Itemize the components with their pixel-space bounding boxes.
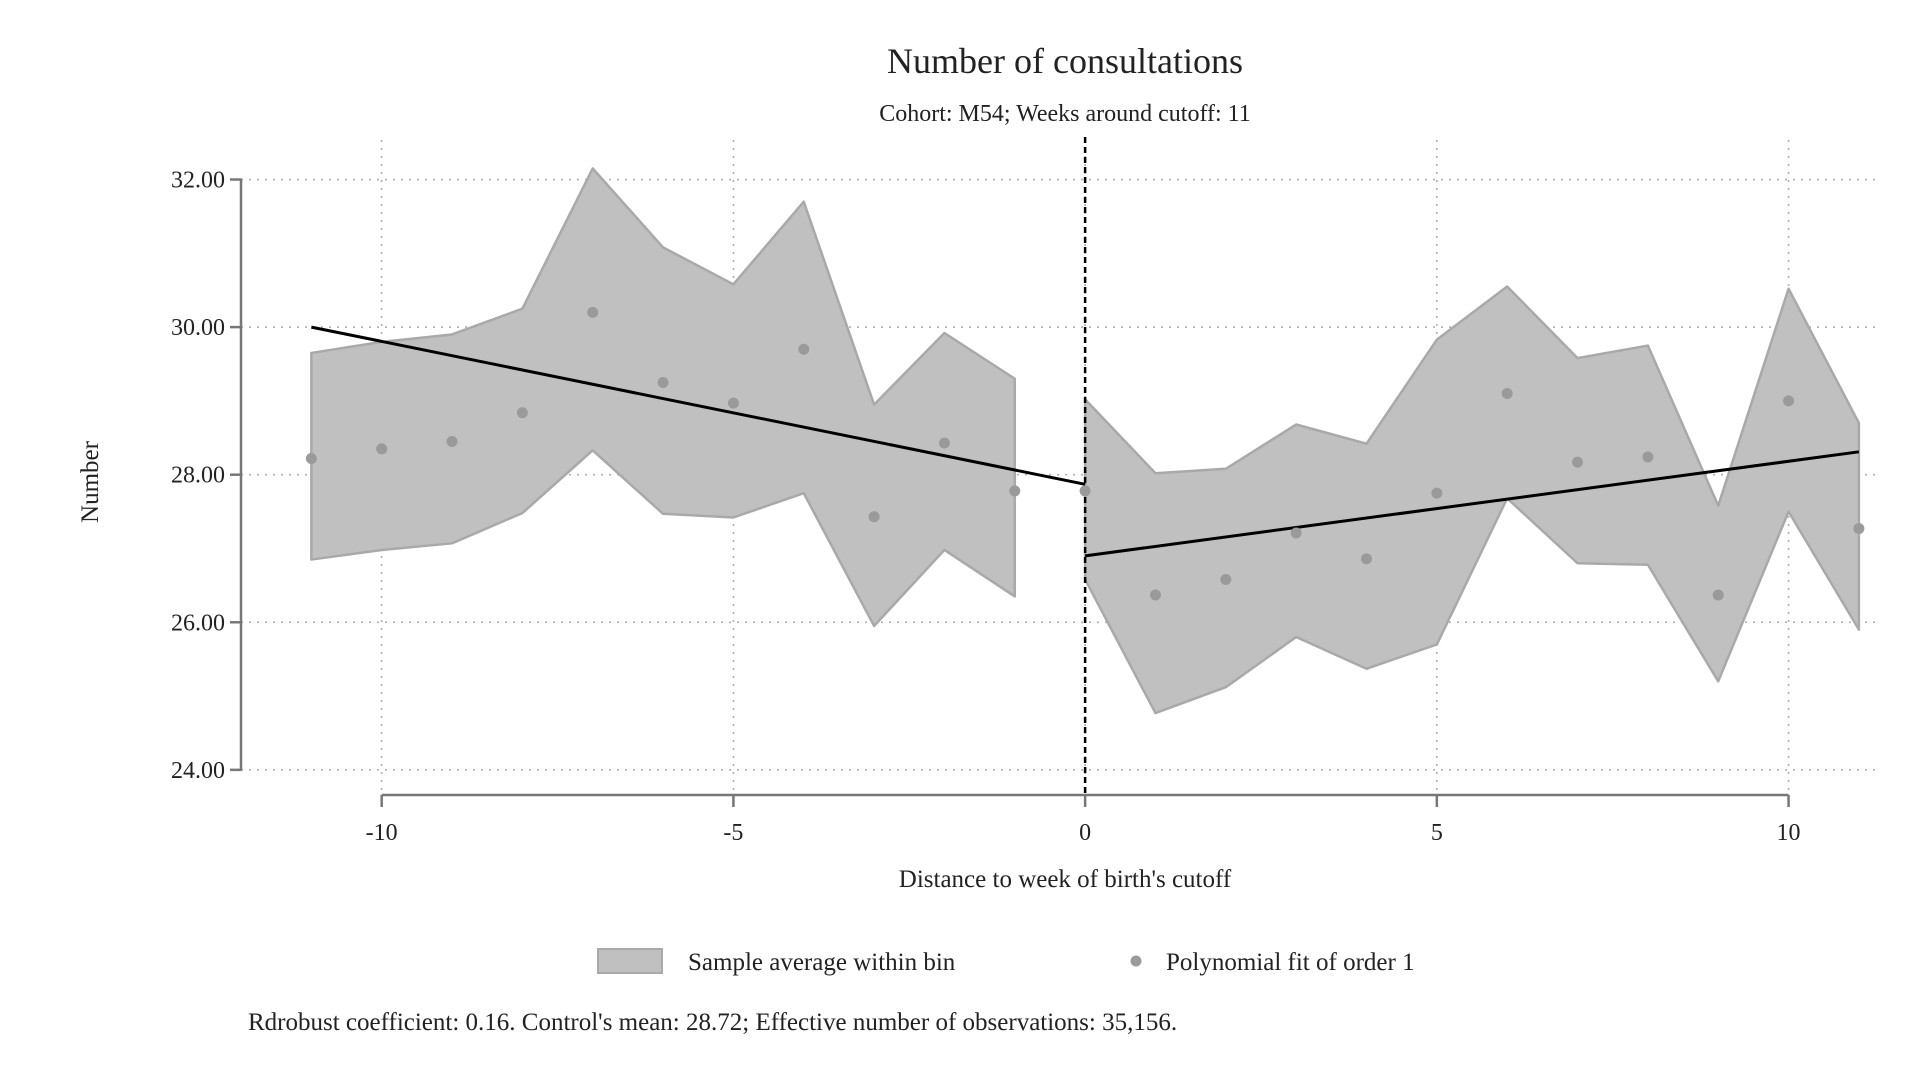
y-tick-label-2: 28.00 bbox=[171, 463, 225, 489]
x-tick-label-1: -5 bbox=[723, 820, 743, 846]
x-tick-label-3: 5 bbox=[1431, 820, 1443, 846]
x-tick-label-2: 0 bbox=[1079, 820, 1091, 846]
data-point-22 bbox=[1853, 523, 1865, 535]
fit-line-right bbox=[1084, 450, 1860, 558]
y-axis-label: Number bbox=[77, 440, 104, 523]
x-tick-label-4: 10 bbox=[1777, 820, 1801, 846]
data-point-5 bbox=[657, 376, 669, 388]
confidence-band-right bbox=[1083, 285, 1861, 715]
data-point-4 bbox=[587, 306, 599, 318]
data-point-8 bbox=[868, 511, 880, 523]
data-point-18 bbox=[1572, 456, 1584, 468]
legend-label-point: Polynomial fit of order 1 bbox=[1166, 949, 1415, 976]
data-point-6 bbox=[727, 397, 739, 409]
data-point-0 bbox=[305, 452, 317, 464]
footnote: Rdrobust coefficient: 0.16. Control's me… bbox=[248, 1009, 1177, 1036]
bin-average-points bbox=[305, 306, 1865, 601]
fit-line-left bbox=[311, 325, 1086, 486]
tick-labels: 24.00 26.00 28.00 30.00 32.00 -10 -5 0 5 10 bbox=[171, 168, 1801, 846]
y-tick-label-3: 30.00 bbox=[171, 315, 225, 341]
chart-title: Number of consultations bbox=[887, 41, 1243, 81]
chart-subtitle: Cohort: M54; Weeks around cutoff: 11 bbox=[879, 101, 1251, 127]
y-tick-label-4: 32.00 bbox=[171, 168, 225, 194]
y-tick-label-1: 26.00 bbox=[171, 610, 225, 636]
data-point-3 bbox=[516, 407, 528, 419]
data-point-7 bbox=[798, 343, 810, 355]
axes bbox=[230, 178, 1790, 807]
fit-lines bbox=[311, 325, 1860, 558]
data-point-9 bbox=[938, 437, 950, 449]
data-point-20 bbox=[1712, 589, 1724, 601]
legend-swatch-point bbox=[1130, 955, 1142, 967]
data-point-21 bbox=[1783, 395, 1795, 407]
data-point-2 bbox=[446, 435, 458, 447]
x-axis-label: Distance to week of birth's cutoff bbox=[899, 866, 1232, 893]
data-point-13 bbox=[1220, 573, 1232, 585]
y-tick-label-0: 24.00 bbox=[171, 758, 225, 784]
data-point-10 bbox=[1009, 485, 1021, 497]
legend: Sample average within bin Polynomial fit… bbox=[597, 948, 1415, 976]
data-point-14 bbox=[1290, 527, 1302, 539]
x-tick-label-0: -10 bbox=[366, 820, 398, 846]
data-point-12 bbox=[1149, 589, 1161, 601]
legend-label-band: Sample average within bin bbox=[688, 949, 956, 976]
data-point-15 bbox=[1360, 553, 1372, 565]
data-point-19 bbox=[1642, 451, 1654, 463]
data-point-17 bbox=[1501, 388, 1513, 400]
data-point-11 bbox=[1079, 485, 1091, 497]
data-point-16 bbox=[1431, 487, 1443, 499]
legend-swatch-band bbox=[597, 948, 663, 974]
data-point-1 bbox=[376, 443, 388, 455]
